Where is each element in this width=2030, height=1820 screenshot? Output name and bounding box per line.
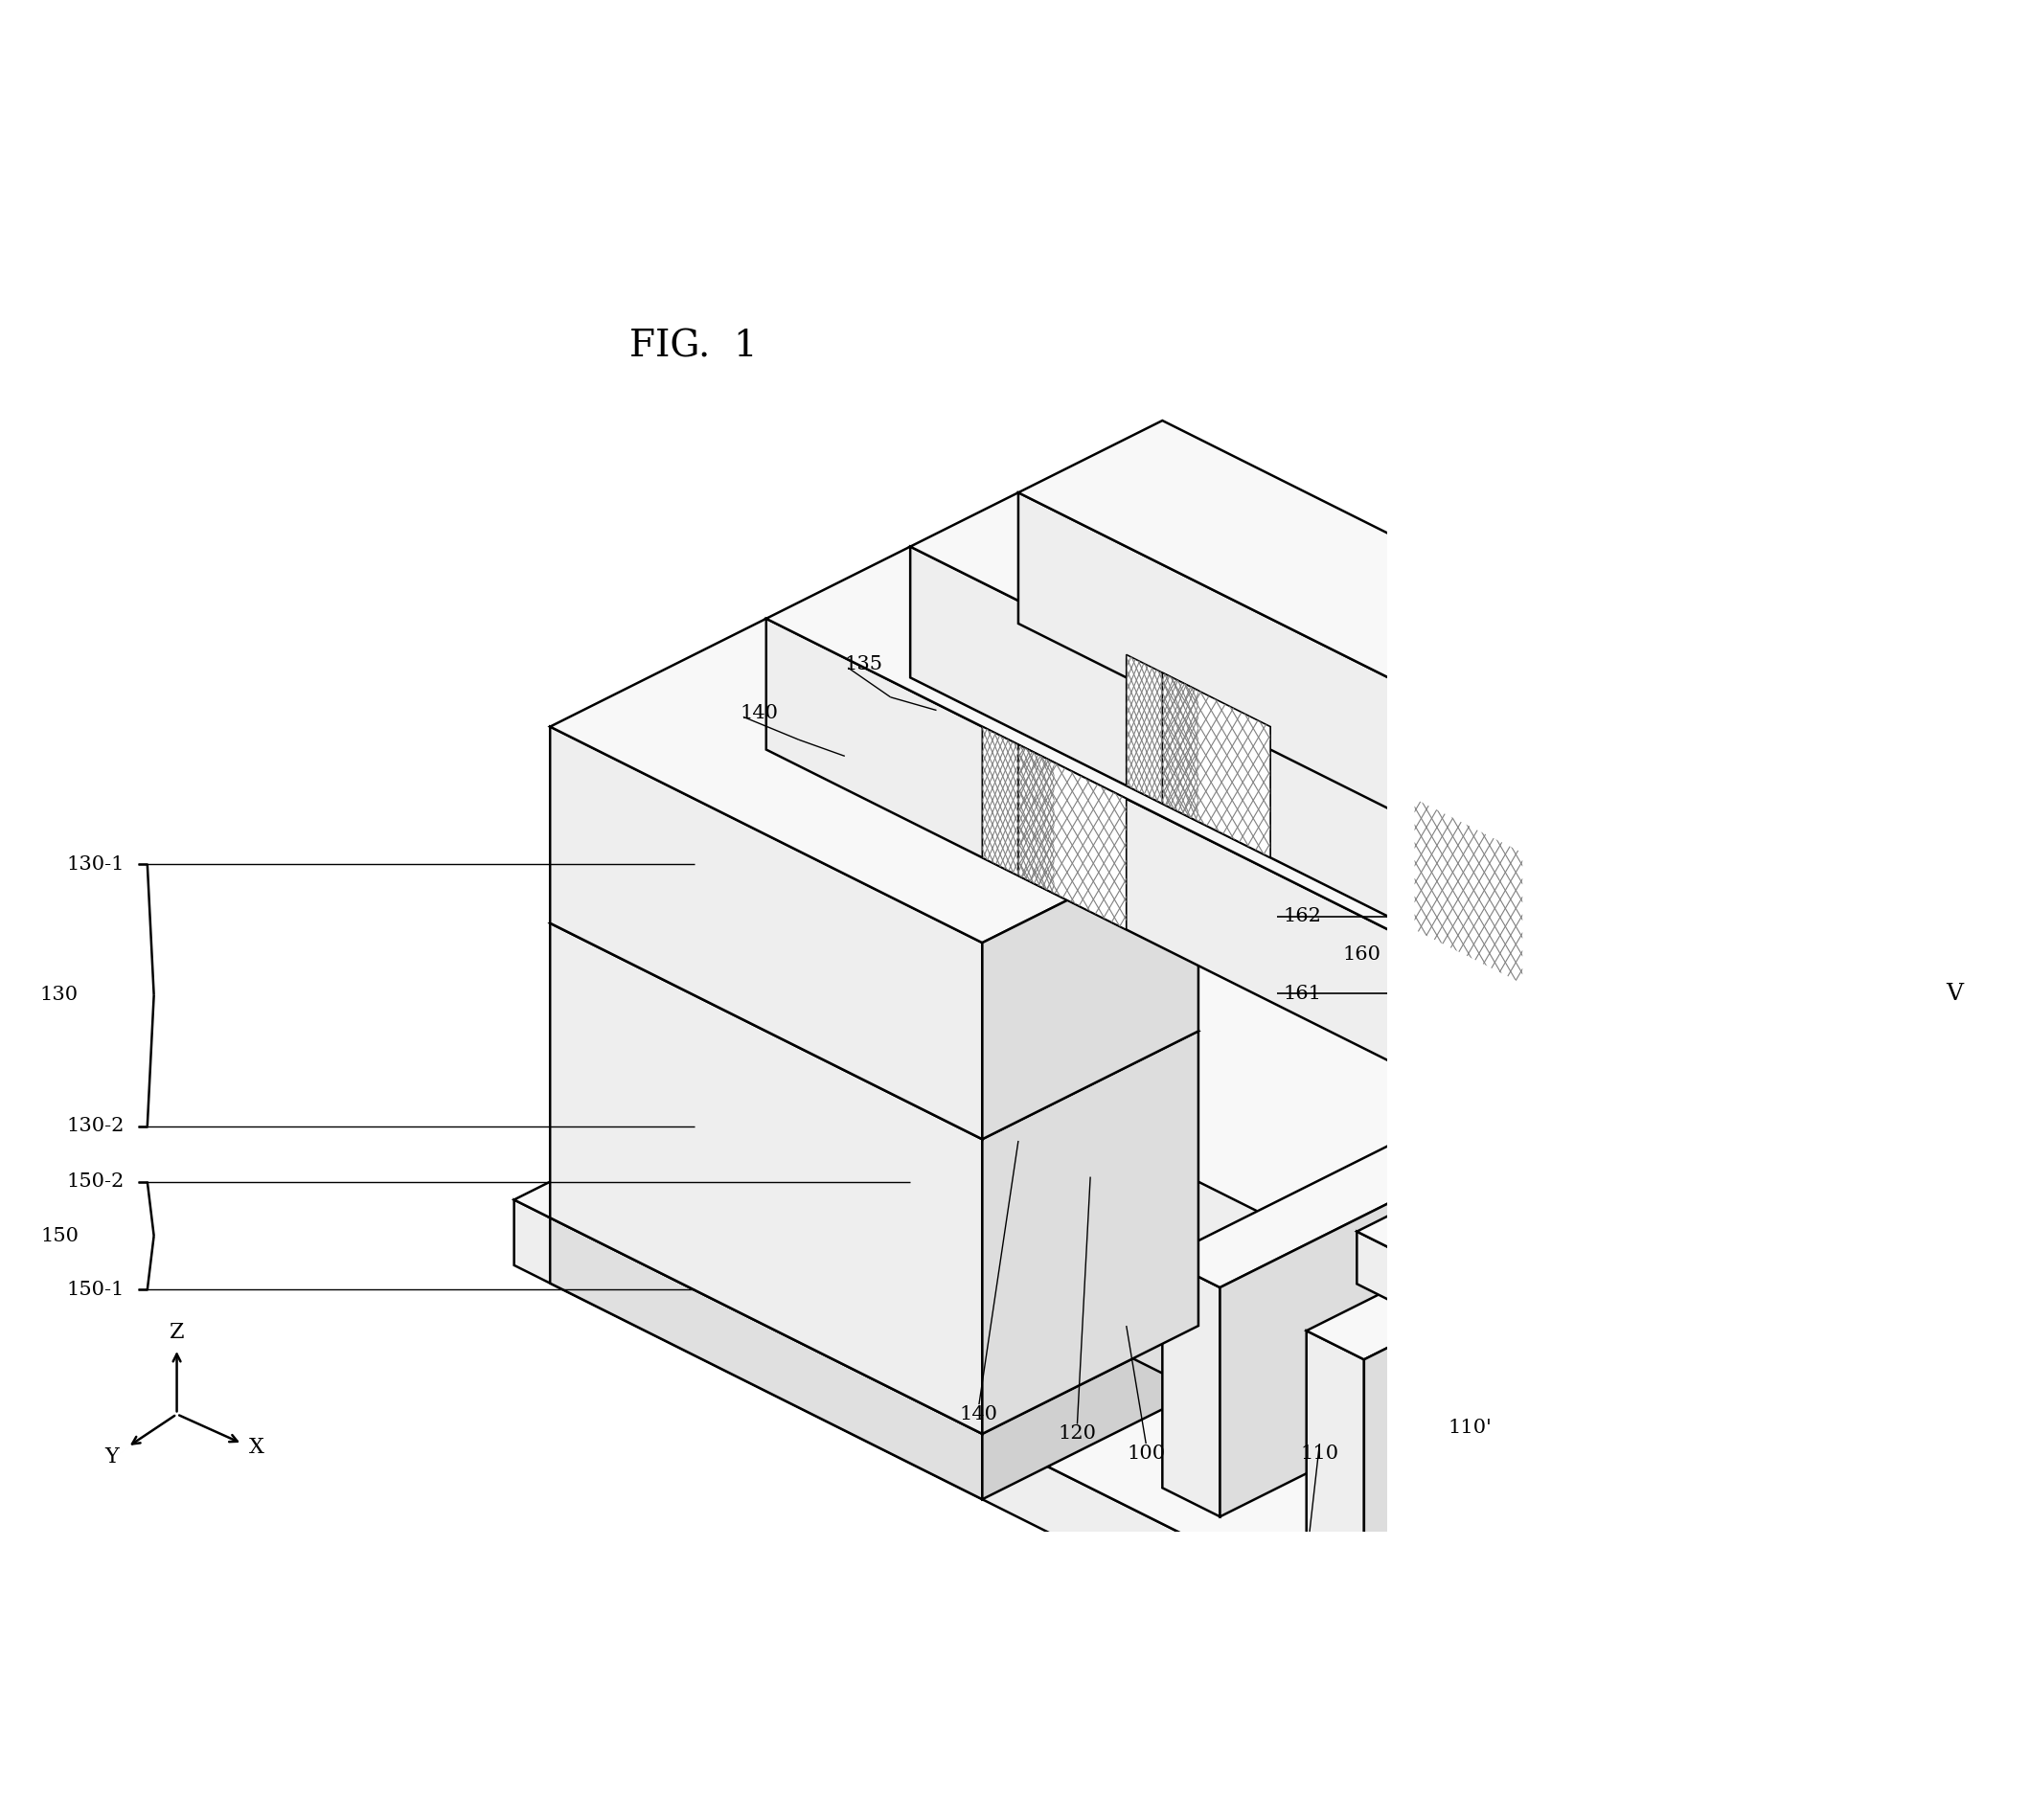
Polygon shape: [1019, 493, 1918, 1074]
Polygon shape: [550, 1218, 983, 1500]
Circle shape: [1811, 881, 1882, 952]
Polygon shape: [983, 1325, 1198, 1500]
Polygon shape: [1307, 1330, 1364, 1589]
Polygon shape: [1163, 1259, 1220, 1516]
Polygon shape: [1198, 1254, 1342, 1390]
Polygon shape: [514, 1199, 1522, 1769]
Polygon shape: [1220, 981, 1833, 1516]
Text: 120: 120: [1058, 1425, 1096, 1443]
Text: 150: 150: [41, 1227, 79, 1245]
Text: Z: Z: [168, 1321, 185, 1343]
Polygon shape: [514, 857, 2030, 1704]
Text: 130-1: 130-1: [67, 855, 124, 874]
Text: 110: 110: [1301, 1445, 1338, 1463]
Polygon shape: [765, 1110, 1198, 1390]
Polygon shape: [1019, 420, 2030, 943]
Text: Y: Y: [104, 1447, 118, 1467]
Polygon shape: [1451, 1403, 1508, 1660]
Text: 140: 140: [960, 1405, 999, 1423]
Polygon shape: [909, 493, 1918, 997]
Polygon shape: [1667, 559, 2030, 1465]
Text: 150-2: 150-2: [67, 1172, 124, 1190]
Polygon shape: [1667, 997, 1811, 1199]
Text: 150-1: 150-1: [67, 1281, 124, 1299]
Circle shape: [1918, 957, 1991, 1030]
Text: X: X: [250, 1436, 264, 1458]
Text: 140: 140: [741, 704, 777, 723]
Polygon shape: [1307, 1025, 1977, 1360]
Polygon shape: [983, 1032, 1198, 1434]
Text: 130: 130: [41, 986, 79, 1005]
Text: 162: 162: [1283, 908, 1322, 926]
Text: V: V: [1947, 983, 1963, 1005]
Polygon shape: [550, 923, 983, 1434]
Polygon shape: [765, 1037, 1342, 1325]
Polygon shape: [983, 835, 1198, 1139]
Text: 161: 161: [1283, 985, 1322, 1003]
Polygon shape: [1602, 1119, 2030, 1407]
Polygon shape: [1019, 744, 1127, 930]
Polygon shape: [1508, 1125, 2030, 1660]
Polygon shape: [1163, 673, 1271, 857]
Text: 160: 160: [1342, 946, 1380, 965]
Polygon shape: [550, 815, 1198, 1139]
Polygon shape: [909, 546, 1811, 1128]
Polygon shape: [1918, 870, 2030, 1074]
Polygon shape: [1415, 799, 1522, 983]
Polygon shape: [1458, 1048, 1926, 1334]
Polygon shape: [1451, 1097, 2030, 1432]
Text: 110': 110': [1447, 1418, 1492, 1436]
Text: 130-2: 130-2: [67, 1117, 124, 1136]
Polygon shape: [550, 619, 1198, 943]
Polygon shape: [765, 619, 1667, 1199]
Text: FIG.  1: FIG. 1: [629, 329, 757, 364]
Polygon shape: [1500, 1303, 1602, 1407]
Text: 100: 100: [1127, 1445, 1165, 1463]
Polygon shape: [1163, 952, 1833, 1287]
Polygon shape: [1522, 1361, 2030, 1769]
Polygon shape: [1356, 1232, 1458, 1334]
Polygon shape: [765, 546, 1811, 1068]
Text: 135: 135: [844, 655, 883, 673]
Polygon shape: [983, 726, 1054, 894]
Polygon shape: [1500, 1070, 2030, 1354]
Polygon shape: [1127, 655, 1198, 821]
Polygon shape: [1811, 943, 1918, 1128]
Polygon shape: [1364, 1054, 1977, 1589]
Polygon shape: [550, 1110, 1198, 1434]
Polygon shape: [1356, 997, 1926, 1281]
Polygon shape: [550, 726, 983, 1139]
